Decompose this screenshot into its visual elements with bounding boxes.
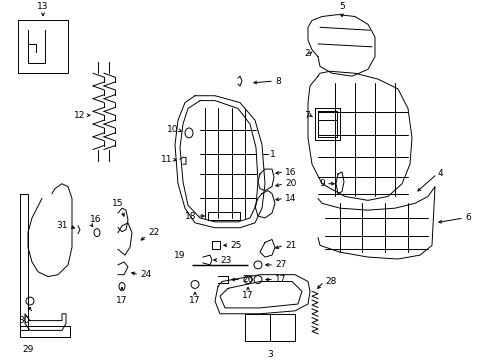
Text: 27: 27 <box>274 260 286 269</box>
Ellipse shape <box>191 280 199 288</box>
Text: 1: 1 <box>269 150 275 159</box>
Text: 23: 23 <box>220 256 231 265</box>
Text: 16: 16 <box>285 167 296 176</box>
Text: 10: 10 <box>166 125 178 134</box>
Text: 16: 16 <box>90 215 102 224</box>
Ellipse shape <box>119 283 125 290</box>
Text: 12: 12 <box>74 111 85 120</box>
Ellipse shape <box>94 229 100 237</box>
Ellipse shape <box>184 128 193 138</box>
Text: 6: 6 <box>464 213 470 222</box>
Text: 3: 3 <box>266 350 272 359</box>
Text: 21: 21 <box>285 241 296 250</box>
Text: 24: 24 <box>140 270 151 279</box>
Ellipse shape <box>253 276 262 283</box>
FancyBboxPatch shape <box>244 314 294 341</box>
Text: 13: 13 <box>37 2 49 11</box>
Text: 8: 8 <box>274 77 280 86</box>
Text: 22: 22 <box>148 228 159 237</box>
Text: 26: 26 <box>242 275 253 284</box>
Text: 19: 19 <box>173 251 184 260</box>
Text: 31: 31 <box>57 221 68 230</box>
Text: 9: 9 <box>319 179 325 188</box>
Text: 17: 17 <box>274 275 286 284</box>
Text: 17: 17 <box>242 291 253 300</box>
Text: 7: 7 <box>304 111 309 120</box>
Text: 4: 4 <box>437 170 443 179</box>
Ellipse shape <box>244 276 251 283</box>
Ellipse shape <box>253 261 262 269</box>
Text: 15: 15 <box>112 199 123 208</box>
Text: 29: 29 <box>22 345 33 354</box>
Text: 30: 30 <box>19 316 30 325</box>
Text: 28: 28 <box>325 277 336 286</box>
Text: 14: 14 <box>285 194 296 203</box>
Text: 25: 25 <box>229 241 241 250</box>
Text: 17: 17 <box>116 296 127 305</box>
Text: 17: 17 <box>189 296 201 305</box>
Text: 18: 18 <box>184 212 196 221</box>
Text: 11: 11 <box>160 155 172 164</box>
Text: 5: 5 <box>339 2 344 11</box>
Text: 2: 2 <box>304 49 309 58</box>
Ellipse shape <box>26 297 34 305</box>
Text: 20: 20 <box>285 179 296 188</box>
